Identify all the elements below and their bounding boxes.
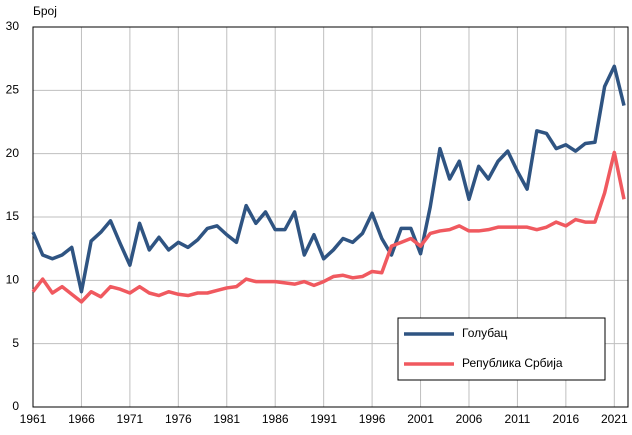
y-tick-label: 25 [6, 83, 20, 97]
x-tick-label: 1986 [262, 412, 289, 426]
y-tick-label: 5 [12, 336, 19, 350]
x-tick-label: 2001 [407, 412, 434, 426]
series-line [31, 150, 626, 304]
y-tick-label: 15 [6, 209, 20, 223]
plot-frame [32, 26, 629, 408]
x-tick-label: 1961 [20, 412, 47, 426]
y-tick-label: 0 [12, 399, 19, 413]
x-tick-label: 1966 [68, 412, 95, 426]
legend-label: Голубац [462, 326, 508, 340]
x-tick-label: 2006 [456, 412, 483, 426]
x-tick-label: 1971 [117, 412, 144, 426]
legend: Голубац Република Србија [397, 317, 606, 381]
x-tick-label: 2016 [553, 412, 580, 426]
y-axis-label: Број [33, 4, 57, 18]
legend-box [397, 317, 606, 381]
y-tick-label: 30 [6, 19, 20, 33]
x-tick-label: 1981 [213, 412, 240, 426]
series-line [31, 64, 626, 294]
y-tick-label: 20 [6, 146, 20, 160]
y-tick-label: 10 [6, 273, 20, 287]
legend-label: Република Србија [462, 356, 563, 370]
x-tick-label: 2011 [505, 412, 531, 426]
x-tick-label: 1991 [310, 412, 337, 426]
x-tick-label: 2021 [601, 412, 628, 426]
x-tick-label: 1996 [359, 412, 386, 426]
x-tick-label: 1976 [165, 412, 192, 426]
